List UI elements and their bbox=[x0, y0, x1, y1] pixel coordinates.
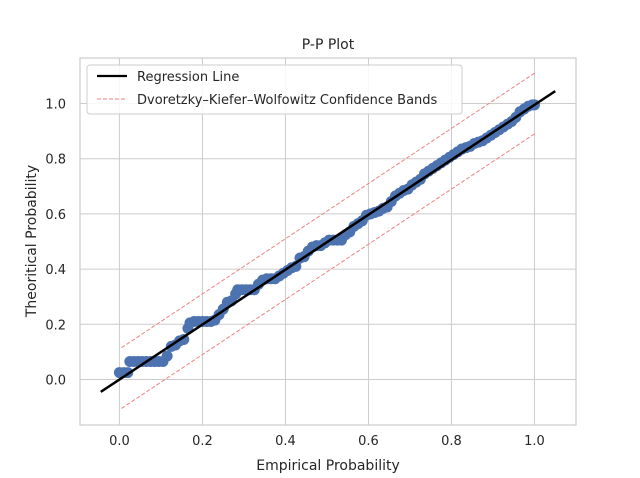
plot-frame bbox=[79, 57, 577, 426]
legend-box bbox=[86, 64, 463, 115]
tick-labels: 0.0 0.2 0.4 0.6 0.8 1.0 0.0 0.2 0.4 0.6 0.8 1.0 bbox=[45, 98, 545, 449]
regression-line bbox=[100, 90, 556, 393]
x-tick-label: 1.0 bbox=[524, 434, 545, 449]
x-tick-label: 0.4 bbox=[275, 434, 296, 449]
y-axis-title: Theoritical Probability bbox=[24, 165, 40, 318]
y-tick-label: 0.2 bbox=[45, 318, 66, 333]
y-tick-label: 0.4 bbox=[45, 263, 66, 278]
regression-line-layer bbox=[100, 90, 556, 393]
scatter-point bbox=[178, 333, 190, 345]
scatter-points bbox=[113, 99, 540, 379]
scatter-point bbox=[161, 350, 173, 362]
upper-confidence-band bbox=[121, 72, 535, 349]
x-tick-label: 0.2 bbox=[192, 434, 213, 449]
legend: Regression Line Dvoretzky–Kiefer–Wolfowi… bbox=[86, 64, 463, 115]
y-tick-label: 1.0 bbox=[45, 98, 66, 113]
x-tick-label: 0.0 bbox=[109, 434, 130, 449]
x-axis-title: Empirical Probability bbox=[256, 458, 400, 474]
y-tick-label: 0.8 bbox=[45, 153, 66, 168]
chart-title: P-P Plot bbox=[302, 37, 355, 53]
confidence-bands bbox=[121, 72, 535, 409]
legend-regression-line-label: Regression Line bbox=[137, 70, 239, 85]
lower-confidence-band bbox=[121, 133, 535, 409]
legend-confidence-bands-label: Dvoretzky–Kiefer–Wolfowitz Confidence Ba… bbox=[137, 93, 438, 108]
x-tick-label: 0.8 bbox=[441, 434, 462, 449]
y-tick-label: 0.0 bbox=[45, 373, 66, 388]
x-tick-label: 0.6 bbox=[358, 434, 379, 449]
y-tick-label: 0.6 bbox=[45, 208, 66, 223]
